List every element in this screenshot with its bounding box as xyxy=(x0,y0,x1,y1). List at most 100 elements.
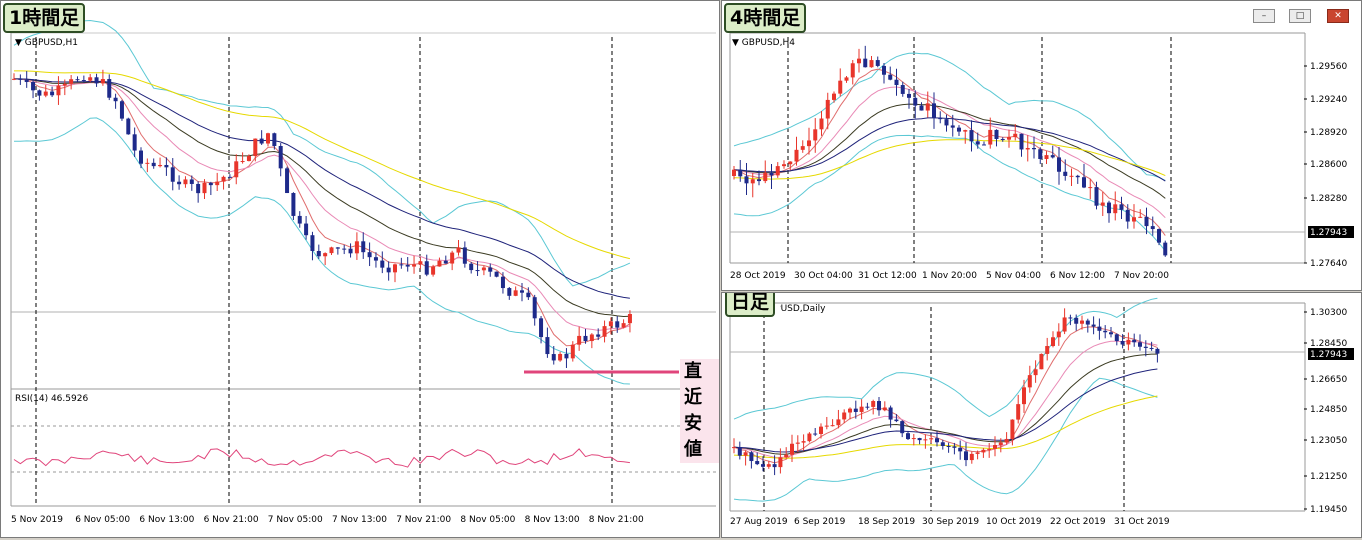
candle-body xyxy=(507,288,512,296)
candle-body xyxy=(813,129,818,141)
candle-body xyxy=(266,133,270,144)
candle-body xyxy=(964,451,968,461)
candle-body xyxy=(755,461,760,465)
candle-body xyxy=(615,321,620,328)
candle-body xyxy=(757,179,761,182)
bollinger-lower-line xyxy=(13,117,630,385)
y-axis-label: 1.28450 xyxy=(1310,339,1347,349)
candle-body xyxy=(998,442,1003,446)
candle-body xyxy=(1044,155,1049,159)
candle-body xyxy=(900,421,905,434)
candle-body xyxy=(788,161,793,165)
y-axis-label: 1.29560 xyxy=(1310,62,1347,72)
candle-body xyxy=(1051,337,1055,347)
candle-body xyxy=(1032,148,1036,150)
candle-body xyxy=(1068,317,1073,319)
candle-body xyxy=(982,144,986,146)
candle-body xyxy=(807,140,811,147)
candle-body xyxy=(424,261,429,275)
daily-chart-window[interactable]: 1.30300 1.28450 1.27943 1.26650 1.24850 1.230… xyxy=(721,292,1362,538)
minimize-button[interactable]: – xyxy=(1253,9,1275,23)
candle-body xyxy=(1155,348,1160,354)
candle-body xyxy=(475,270,480,272)
candle-body xyxy=(1088,187,1093,189)
candle-body xyxy=(935,438,939,443)
candle-body xyxy=(291,193,296,216)
candle-body xyxy=(494,271,499,277)
y-axis-label: 1.19450 xyxy=(1310,505,1347,515)
candle-body xyxy=(100,79,105,84)
candle-body xyxy=(94,77,99,84)
moving-average-line xyxy=(14,78,630,299)
candle-body xyxy=(596,334,601,337)
candle-body xyxy=(824,425,829,427)
candle-body xyxy=(859,406,864,412)
candle-body xyxy=(189,179,194,184)
candle-body xyxy=(1119,204,1124,210)
candle-body xyxy=(570,344,575,359)
moving-average-line xyxy=(733,117,1166,182)
candle-body xyxy=(367,252,372,258)
candle-body xyxy=(62,83,67,86)
candle-body xyxy=(24,79,29,83)
rsi-line xyxy=(13,448,630,468)
bollinger-lower-line xyxy=(733,134,1166,252)
h1-chart-window[interactable]: 5 Nov 2019 6 Nov 05:00 6 Nov 13:00 6 Nov 21… xyxy=(0,0,720,538)
x-axis-label: 6 Nov 21:00 xyxy=(204,515,259,525)
close-button[interactable]: ✕ xyxy=(1327,9,1349,23)
h4-chart-window[interactable]: 1.29560 1.29240 1.28920 1.28600 1.28280 1.279… xyxy=(721,0,1362,291)
candle-body xyxy=(1056,331,1061,338)
candle-body xyxy=(329,247,334,254)
candle-body xyxy=(196,183,201,194)
candle-body xyxy=(75,79,80,81)
candle-body xyxy=(819,426,823,434)
candle-body xyxy=(119,101,124,119)
candle-body xyxy=(1143,346,1148,348)
candle-body xyxy=(272,133,277,146)
candle-body xyxy=(958,447,963,452)
candle-body xyxy=(925,103,930,111)
x-axis-label: 5 Nov 2019 xyxy=(11,515,63,525)
candle-body xyxy=(126,118,131,135)
candle-body xyxy=(1094,187,1099,206)
moving-average-line xyxy=(14,70,631,260)
candle-body xyxy=(1082,177,1086,188)
candle-body xyxy=(348,248,353,254)
candle-body xyxy=(1004,438,1009,443)
candle-body xyxy=(794,149,799,162)
rsi-label: RSI(14) 46.5926 xyxy=(15,394,89,404)
candle-body xyxy=(278,145,283,169)
candle-body xyxy=(944,119,949,126)
candle-body xyxy=(56,85,61,96)
candle-body xyxy=(853,408,858,412)
candle-body xyxy=(981,449,986,453)
x-axis-label: 5 Nov 04:00 xyxy=(986,271,1041,281)
candle-body xyxy=(969,130,974,142)
dropdown-triangle-icon[interactable]: ▼ xyxy=(15,38,22,48)
candle-body xyxy=(323,253,328,257)
candle-body xyxy=(1150,226,1155,230)
dropdown-triangle-icon[interactable]: ▼ xyxy=(732,38,739,48)
candle-body xyxy=(469,263,474,271)
candle-body xyxy=(832,93,836,100)
maximize-button[interactable]: □ xyxy=(1289,9,1311,23)
candle-body xyxy=(1027,375,1032,388)
candle-body xyxy=(602,326,607,337)
daily-timeframe-tag: 日足 xyxy=(725,293,776,317)
x-axis-label: 22 Oct 2019 xyxy=(1050,517,1106,527)
h4-symbol-label: ▼ GBPUSD,H4 xyxy=(732,38,795,48)
candle-body xyxy=(761,464,765,467)
candle-body xyxy=(202,182,207,194)
bollinger-upper-line xyxy=(733,52,1166,181)
candle-body xyxy=(431,266,436,275)
current-price-box xyxy=(1308,226,1354,238)
y-axis-label: 1.28600 xyxy=(1310,160,1347,170)
x-axis-label: 7 Nov 13:00 xyxy=(332,515,387,525)
candle-body xyxy=(869,60,874,68)
candle-body xyxy=(1057,157,1061,172)
candle-body xyxy=(316,250,321,257)
candle-body xyxy=(221,176,226,182)
moving-average-line xyxy=(733,103,1166,199)
candle-body xyxy=(1157,229,1161,243)
